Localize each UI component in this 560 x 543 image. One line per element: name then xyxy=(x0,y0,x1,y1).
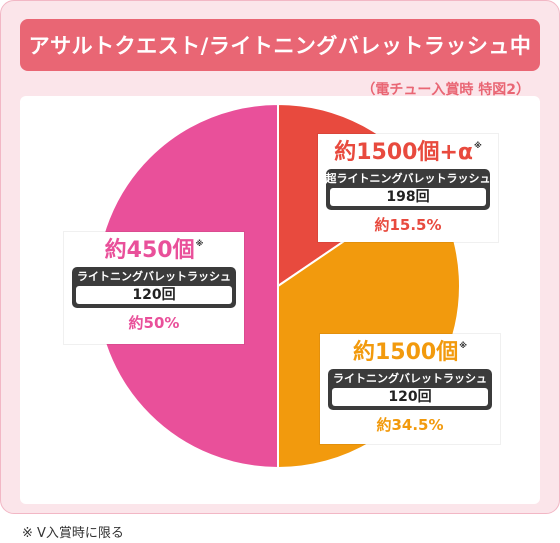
payout-pink: 約450個※ xyxy=(104,238,204,263)
mode-name-orange: ライトニングバレットラッシュ xyxy=(333,372,487,385)
label-red: 約1500個+α※ 超ライトニングバレットラッシュ 198回 約15.5% xyxy=(318,134,498,242)
label-pink: 約450個※ ライトニングバレットラッシュ 120回 約50% xyxy=(64,232,244,344)
mode-box-orange: ライトニングバレットラッシュ 120回 xyxy=(328,369,492,411)
mode-count-pink: 120回 xyxy=(76,286,232,305)
percent-pink: 約50% xyxy=(128,314,180,333)
mode-name-red: 超ライトニングバレットラッシュ xyxy=(325,172,491,185)
mode-box-red: 超ライトニングバレットラッシュ 198回 xyxy=(325,169,491,211)
mode-name-pink: ライトニングバレットラッシュ xyxy=(77,270,231,283)
payout-red: 約1500個+α※ xyxy=(334,140,482,165)
percent-orange: 約34.5% xyxy=(376,416,444,435)
mode-count-red: 198回 xyxy=(330,188,486,207)
mode-count-orange: 120回 xyxy=(332,388,488,407)
payout-orange: 約1500個※ xyxy=(352,340,467,365)
chart-canvas: 約1500個+α※ 超ライトニングバレットラッシュ 198回 約15.5% 約1… xyxy=(20,96,540,504)
mode-box-pink: ライトニングバレットラッシュ 120回 xyxy=(72,267,236,309)
footnote: ※ V入賞時に限る xyxy=(22,526,124,541)
chart-title: アサルトクエスト/ライトニングバレットラッシュ中 xyxy=(20,19,540,71)
percent-red: 約15.5% xyxy=(374,216,442,235)
label-orange: 約1500個※ ライトニングバレットラッシュ 120回 約34.5% xyxy=(320,334,500,444)
chart-subtitle: （電チュー入賞時 特図2） xyxy=(361,82,530,98)
